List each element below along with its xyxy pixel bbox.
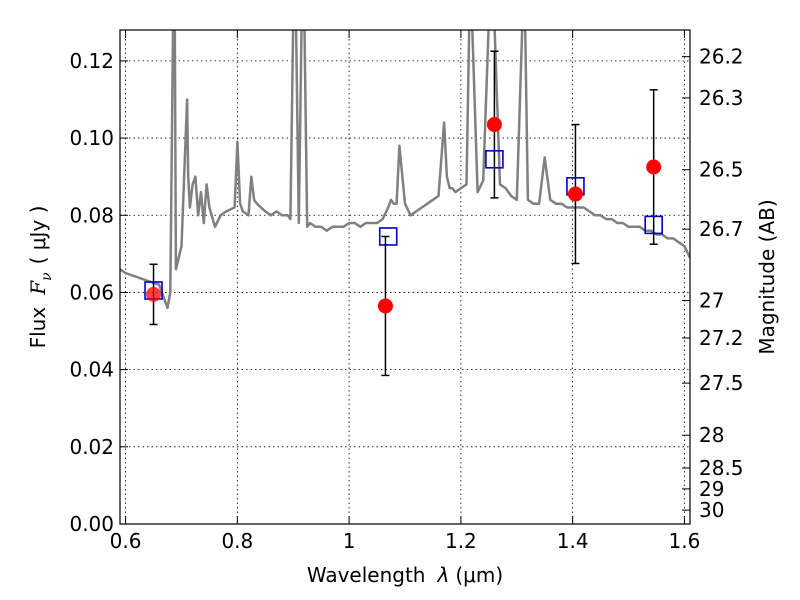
plot-frame xyxy=(119,29,691,525)
y2-tick-label: 26.2 xyxy=(699,45,744,69)
x-axis-label-unit: (μm) xyxy=(455,563,503,587)
y2-tick-label: 30 xyxy=(699,498,724,522)
y2-tick-label: 27 xyxy=(699,289,724,313)
plot-data xyxy=(120,30,690,310)
y-tick-label: 0.12 xyxy=(69,49,114,73)
y-tick-label: 0.02 xyxy=(69,435,114,459)
y2-tick-label: 26.3 xyxy=(699,86,744,110)
y-tick-label: 0.10 xyxy=(69,126,114,150)
model-flux-square xyxy=(378,227,398,246)
y-tick-label: 0.08 xyxy=(69,203,114,227)
y-axis-label-text: Flux xyxy=(26,307,50,349)
observed-flux-point xyxy=(486,117,502,133)
x-tick-label: 1.2 xyxy=(445,529,477,553)
x-axis-label-symbol: λ xyxy=(437,563,450,587)
model-flux-square xyxy=(485,149,504,169)
x-tick-label: 0.8 xyxy=(221,529,253,553)
y-axis-label-subscript: ν xyxy=(39,272,55,281)
model-flux-square xyxy=(644,215,663,235)
y-axis-label-unit: ( μJy ) xyxy=(26,206,50,265)
x-axis-label-text: Wavelength xyxy=(307,563,426,587)
x-axis-label: Wavelength λ (μm) xyxy=(307,563,503,587)
observed-flux-point xyxy=(377,298,393,314)
y2-tick-label: 28 xyxy=(699,423,724,447)
y-axis-label-symbol: F xyxy=(26,280,50,296)
y2-tick-label: 27.2 xyxy=(699,326,744,350)
y-axis-label: Flux Fν ( μJy ) xyxy=(26,206,55,349)
observed-flux-point xyxy=(146,286,162,302)
axis-ticks: 0.6 0.8 1 1.2 1.4 1.6 0.00 0.02 0.04 0.06 0.08 0.10… xyxy=(69,30,744,553)
x-tick-label: 1 xyxy=(343,529,356,553)
y2-tick-label: 27.5 xyxy=(699,371,744,395)
observed-flux-point xyxy=(567,186,583,202)
y-tick-label: 0.04 xyxy=(69,358,114,382)
plot-markers xyxy=(144,50,663,377)
y2-tick-label: 26.7 xyxy=(699,217,744,241)
y2-tick-label: 26.5 xyxy=(699,158,744,182)
y-tick-label: 0.00 xyxy=(69,512,114,536)
y2-tick-label: 29 xyxy=(699,477,724,501)
x-tick-label: 1.4 xyxy=(557,529,589,553)
x-tick-label: 0.6 xyxy=(110,529,142,553)
y2-tick-label: 28.5 xyxy=(699,456,744,480)
observed-flux-point xyxy=(646,159,662,175)
model-spectrum-line xyxy=(120,30,690,310)
y-tick-label: 0.06 xyxy=(69,280,114,304)
y2-axis-label: Magnitude (AB) xyxy=(755,199,779,354)
x-tick-label: 1.6 xyxy=(669,529,701,553)
